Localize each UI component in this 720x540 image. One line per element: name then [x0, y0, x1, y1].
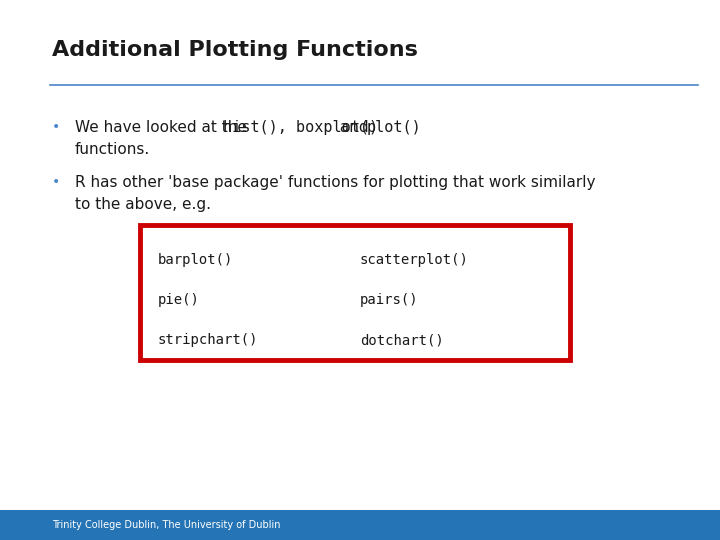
- Text: to the above, e.g.: to the above, e.g.: [75, 197, 211, 212]
- Text: R has other 'base package' functions for plotting that work similarly: R has other 'base package' functions for…: [75, 175, 595, 190]
- Text: scatterplot(): scatterplot(): [360, 253, 469, 267]
- Text: plot(): plot(): [367, 120, 422, 135]
- Text: Additional Plotting Functions: Additional Plotting Functions: [52, 40, 418, 60]
- Text: pairs(): pairs(): [360, 293, 418, 307]
- Text: barplot(): barplot(): [158, 253, 233, 267]
- Text: Trinity College Dublin, The University of Dublin: Trinity College Dublin, The University o…: [52, 520, 281, 530]
- Bar: [0, 510, 720, 540]
- Text: hist(), boxplot(): hist(), boxplot(): [223, 120, 378, 135]
- Text: dotchart(): dotchart(): [360, 333, 444, 347]
- Text: functions.: functions.: [75, 142, 150, 157]
- FancyBboxPatch shape: [140, 225, 570, 360]
- Text: pie(): pie(): [158, 293, 200, 307]
- Text: and: and: [335, 120, 374, 135]
- Text: •: •: [52, 175, 60, 189]
- Text: stripchart(): stripchart(): [158, 333, 258, 347]
- Text: •: •: [52, 120, 60, 134]
- Text: We have looked at the: We have looked at the: [75, 120, 252, 135]
